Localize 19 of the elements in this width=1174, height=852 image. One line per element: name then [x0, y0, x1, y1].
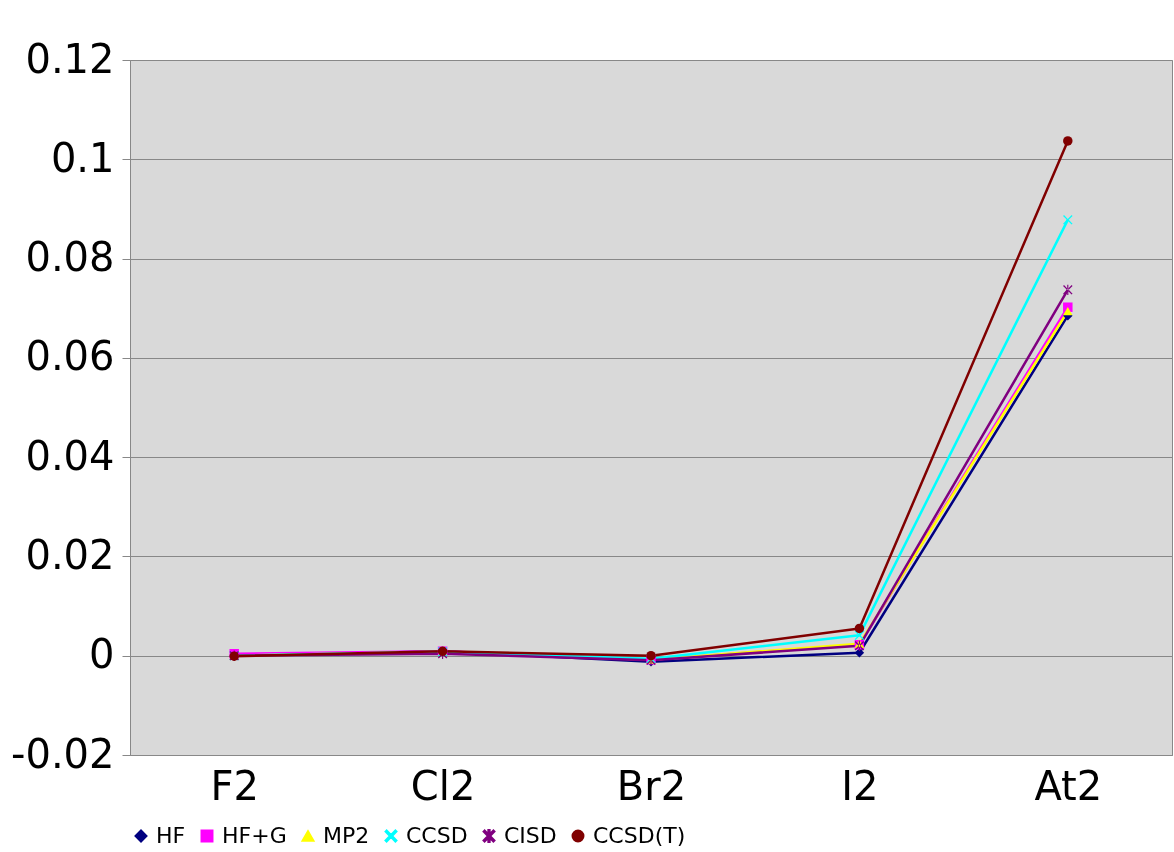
legend-label: CCSD(T): [593, 823, 686, 848]
y-tick-label: -0.02: [11, 730, 115, 777]
y-tick-label: 0.04: [25, 432, 115, 479]
y-tick-label: 0.06: [25, 333, 115, 380]
x-tick-label: Br2: [616, 762, 687, 809]
legend-label: CCSD: [406, 823, 468, 848]
legend-label: HF: [156, 823, 186, 848]
x-tick-label: F2: [210, 762, 259, 809]
x-tick-label: I2: [841, 762, 879, 809]
legend-label: HF+G: [222, 823, 287, 848]
y-tick-label: 0.08: [25, 234, 115, 281]
y-tick-label: 0.02: [25, 531, 115, 578]
legend-label: CISD: [504, 823, 557, 848]
y-tick-label: 0: [89, 631, 115, 678]
legend-label: MP2: [323, 823, 370, 848]
x-tick-label: Cl2: [410, 762, 476, 809]
y-tick-label: 0.12: [25, 35, 115, 82]
x-tick-label: At2: [1034, 762, 1103, 809]
y-tick-label: 0.1: [50, 134, 115, 181]
